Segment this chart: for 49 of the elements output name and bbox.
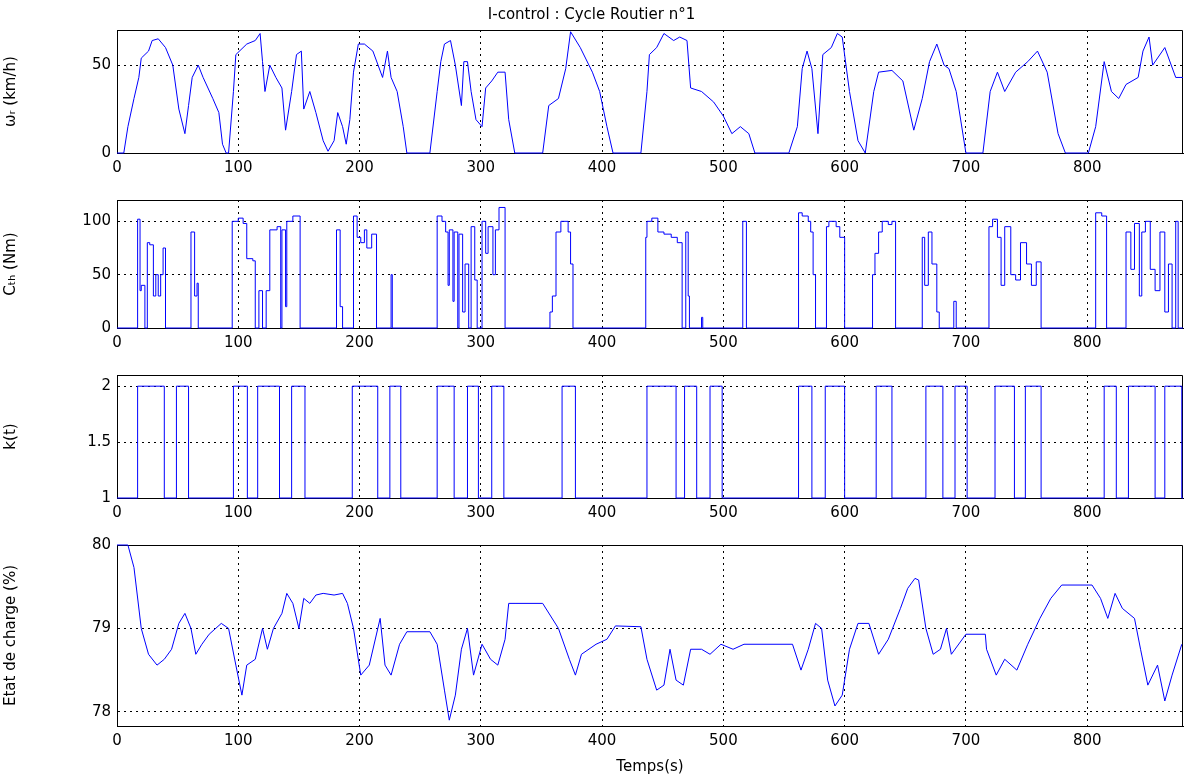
- x-tick-label: 500: [709, 730, 738, 749]
- x-tick-label: 500: [709, 332, 738, 351]
- x-tick-label: 600: [830, 730, 859, 749]
- y-tick-label: 2: [101, 376, 111, 395]
- x-tick-label: 100: [223, 730, 253, 749]
- x-tick-label: 800: [1072, 157, 1102, 176]
- x-tick-label: 600: [830, 157, 859, 176]
- y-tick-label: 79: [91, 618, 111, 637]
- x-tick-label: 200: [345, 502, 374, 521]
- y-axis-title: k(t): [0, 423, 19, 450]
- x-tick-label: 200: [345, 730, 374, 749]
- x-tick-label: 800: [1072, 332, 1102, 351]
- y-tick-label: 1.5: [87, 431, 111, 450]
- y-tick-label: 100: [82, 211, 111, 230]
- x-axis-title: Temps(s): [615, 756, 684, 775]
- x-tick-label: 400: [587, 502, 617, 521]
- y-tick-label: 80: [91, 534, 111, 553]
- chart-title: I-control : Cycle Routier n°1: [487, 4, 696, 23]
- x-tick-label: 300: [466, 502, 496, 521]
- y-axis-title: ωᵣ (km/h): [0, 56, 19, 127]
- x-tick-label: 300: [466, 157, 496, 176]
- x-tick-label: 700: [951, 157, 981, 176]
- y-tick-label: 0: [101, 142, 111, 161]
- y-tick-label: 78: [91, 701, 111, 720]
- x-tick-label: 400: [587, 332, 617, 351]
- x-tick-label: 100: [223, 157, 253, 176]
- y-axis-title: Etat de charge (%): [0, 564, 19, 707]
- x-tick-label: 300: [466, 332, 496, 351]
- x-tick-label: 600: [830, 332, 859, 351]
- y-tick-label: 50: [91, 55, 111, 74]
- x-tick-label: 700: [951, 730, 981, 749]
- x-tick-label: 800: [1072, 502, 1102, 521]
- x-tick-label: 400: [587, 730, 617, 749]
- x-tick-label: 100: [223, 502, 253, 521]
- x-tick-label: 700: [951, 502, 981, 521]
- x-tick-label: 300: [466, 730, 496, 749]
- y-tick-label: 50: [91, 264, 111, 283]
- x-tick-label: 700: [951, 332, 981, 351]
- y-axis-title: Cₜₕ (Nm): [0, 232, 19, 296]
- x-tick-label: 200: [345, 332, 374, 351]
- x-tick-label: 800: [1072, 730, 1102, 749]
- y-tick-label: 1: [101, 487, 111, 506]
- x-tick-label: 100: [223, 332, 253, 351]
- x-tick-label: 500: [709, 502, 738, 521]
- x-tick-label: 500: [709, 157, 738, 176]
- x-tick-label: 200: [345, 157, 374, 176]
- y-tick-label: 0: [101, 317, 111, 336]
- x-tick-label: 400: [587, 157, 617, 176]
- x-tick-label: 600: [830, 502, 859, 521]
